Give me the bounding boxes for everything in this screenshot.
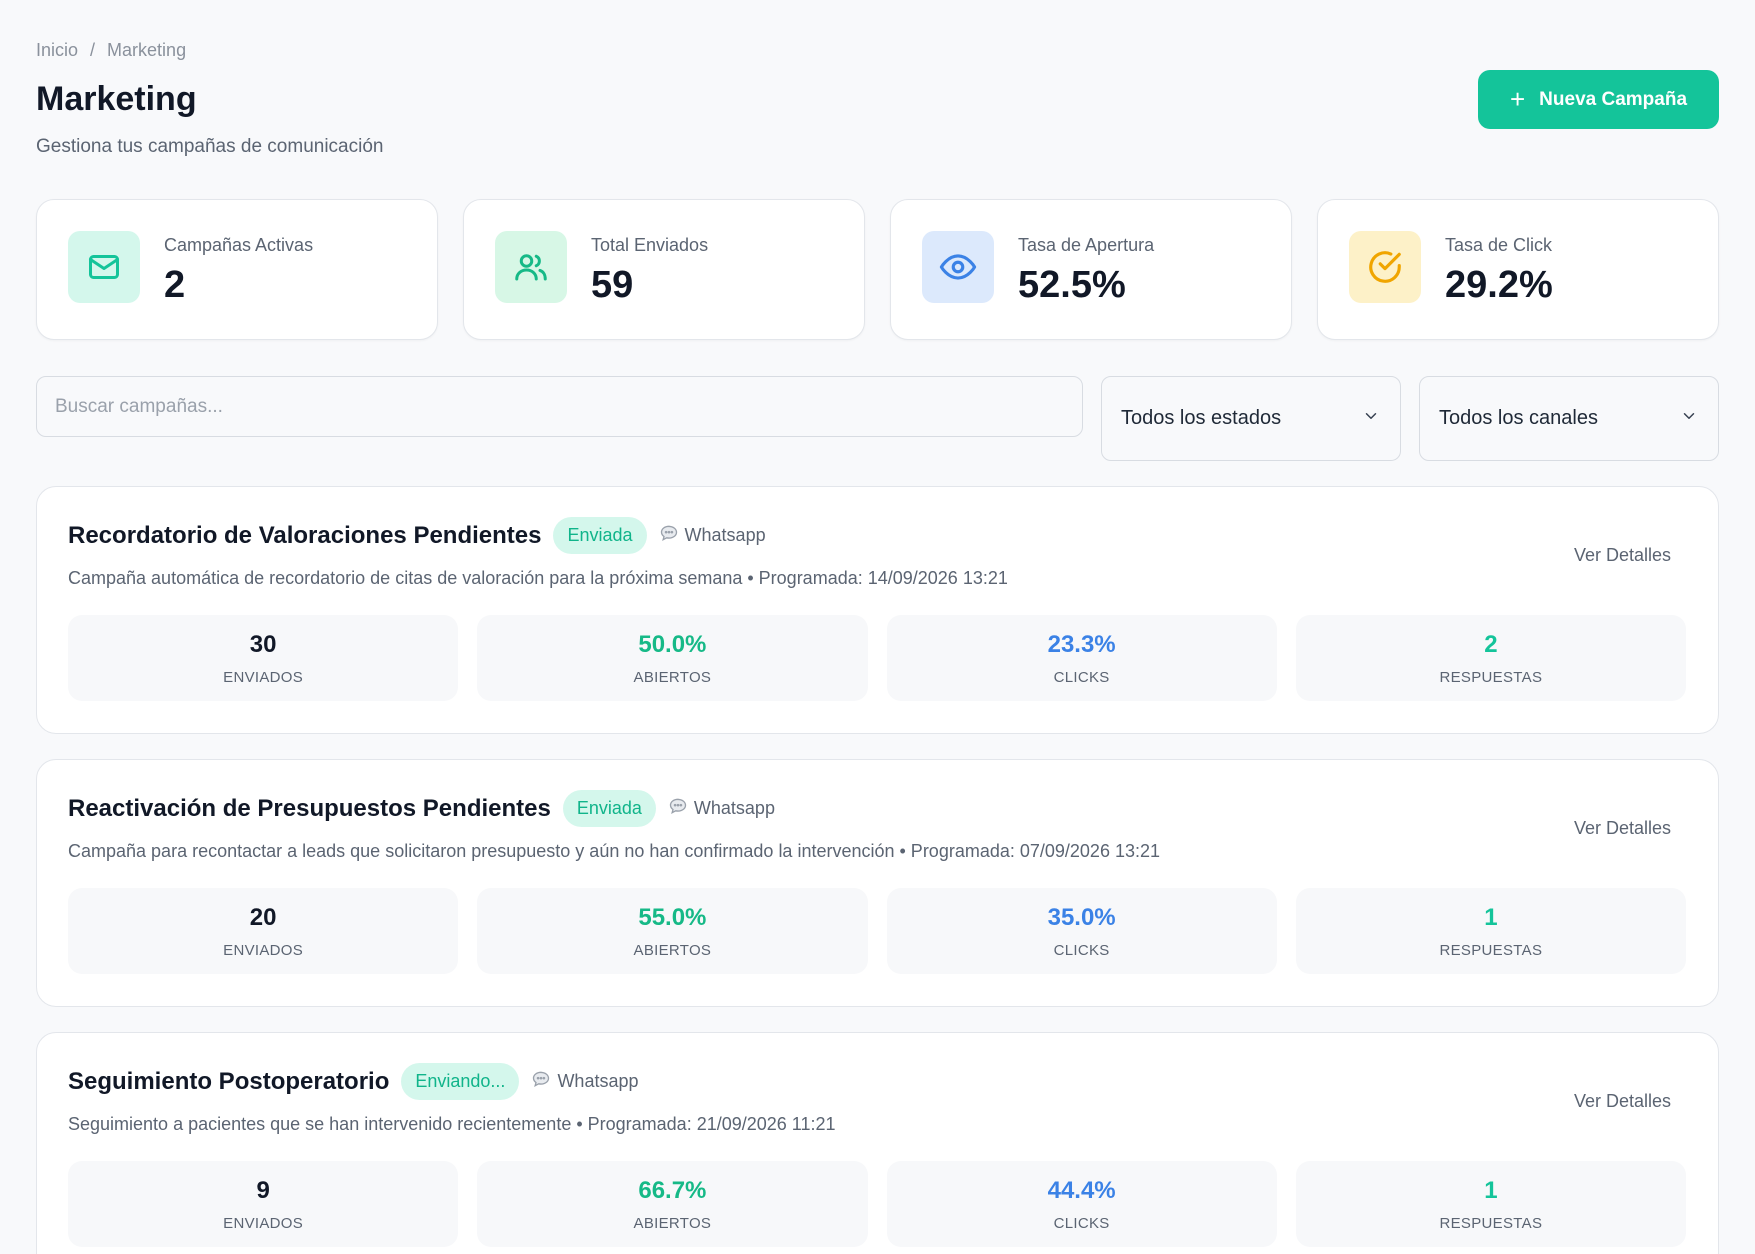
users-icon — [495, 231, 567, 303]
metric-value: 23.3% — [1047, 630, 1116, 658]
breadcrumb-current: Marketing — [107, 40, 187, 60]
campaign-title: Reactivación de Presupuestos Pendientes — [68, 794, 551, 822]
search-input[interactable] — [36, 376, 1083, 437]
new-campaign-label: Nueva Campaña — [1539, 88, 1688, 110]
campaign-description: Campaña automática de recordatorio de ci… — [68, 568, 1008, 588]
stat-value: 59 — [591, 264, 634, 306]
view-details-button[interactable]: Ver Detalles — [1573, 545, 1671, 565]
status-badge: Enviada — [553, 517, 647, 554]
stat-card-total-sent: Total Enviados 59 — [463, 199, 865, 340]
metric-opened: 50.0% ABIERTOS — [477, 615, 868, 701]
metric-label: RESPUESTAS — [1439, 668, 1543, 686]
eye-icon — [922, 231, 994, 303]
metric-value: 1 — [1484, 1176, 1498, 1204]
campaign-metrics: 20 ENVIADOS 55.0% ABIERTOS 35.0% CLICKS 1 RE… — [68, 888, 1686, 974]
metric-sent: 9 ENVIADOS — [68, 1161, 459, 1247]
campaign-card: Reactivación de Presupuestos Pendientes … — [36, 759, 1719, 1007]
check-circle-icon — [1349, 231, 1421, 303]
metric-replies: 1 RESPUESTAS — [1295, 888, 1686, 974]
campaign-description: Campaña para recontactar a leads que sol… — [68, 841, 1160, 861]
stat-label: Campañas Activas — [164, 235, 314, 255]
metric-opened: 66.7% ABIERTOS — [477, 1161, 868, 1247]
campaign-header: Reactivación de Presupuestos Pendientes … — [68, 790, 775, 827]
stat-value: 29.2% — [1445, 264, 1553, 306]
chevron-down-icon — [1680, 407, 1698, 431]
speech-bubble-icon — [531, 1069, 551, 1094]
channel-label: Whatsapp — [557, 1071, 639, 1091]
campaign-metrics: 9 ENVIADOS 66.7% ABIERTOS 44.4% CLICKS 1 RES… — [68, 1161, 1686, 1247]
metric-value: 50.0% — [638, 630, 707, 658]
page-subtitle: Gestiona tus campañas de comunicación — [36, 136, 384, 157]
page-title: Marketing — [36, 80, 197, 118]
channel-tag: Whatsapp — [668, 796, 775, 821]
campaign-title: Recordatorio de Valoraciones Pendientes — [68, 521, 542, 549]
metric-replies: 2 RESPUESTAS — [1295, 615, 1686, 701]
new-campaign-button[interactable]: + Nueva Campaña — [1478, 70, 1719, 129]
metric-clicks: 23.3% CLICKS — [886, 615, 1277, 701]
metric-label: CLICKS — [1053, 668, 1110, 686]
stat-value: 52.5% — [1018, 264, 1126, 306]
metric-sent: 30 ENVIADOS — [68, 615, 459, 701]
campaign-header: Recordatorio de Valoraciones Pendientes … — [68, 517, 766, 554]
metric-label: RESPUESTAS — [1439, 1214, 1543, 1232]
metric-value: 66.7% — [638, 1176, 707, 1204]
channel-tag: Whatsapp — [531, 1069, 638, 1094]
stat-label: Total Enviados — [591, 235, 709, 255]
stat-card-click-rate: Tasa de Click 29.2% — [1317, 199, 1719, 340]
channel-label: Whatsapp — [684, 525, 766, 545]
metric-label: RESPUESTAS — [1439, 941, 1543, 959]
channel-tag: Whatsapp — [659, 523, 766, 548]
stat-card-active-campaigns: Campañas Activas 2 — [36, 199, 438, 340]
status-badge: Enviando... — [401, 1063, 520, 1100]
metric-value: 1 — [1484, 903, 1498, 931]
campaign-card: Recordatorio de Valoraciones Pendientes … — [36, 486, 1719, 734]
stat-label: Tasa de Click — [1445, 235, 1553, 255]
metric-label: CLICKS — [1053, 1214, 1110, 1232]
chevron-down-icon — [1362, 407, 1380, 431]
campaign-description: Seguimiento a pacientes que se han inter… — [68, 1114, 836, 1134]
breadcrumb: Inicio / Marketing — [36, 40, 186, 61]
stat-label: Tasa de Apertura — [1018, 235, 1155, 255]
breadcrumb-separator: / — [90, 40, 96, 60]
metric-label: ENVIADOS — [223, 941, 304, 959]
metric-label: ENVIADOS — [223, 668, 304, 686]
view-details-button[interactable]: Ver Detalles — [1573, 1091, 1671, 1111]
metric-replies: 1 RESPUESTAS — [1295, 1161, 1686, 1247]
campaign-title: Seguimiento Postoperatorio — [68, 1067, 390, 1095]
metric-label: ABIERTOS — [633, 941, 712, 959]
metric-value: 35.0% — [1047, 903, 1116, 931]
metric-value: 44.4% — [1047, 1176, 1116, 1204]
view-details-button[interactable]: Ver Detalles — [1573, 818, 1671, 838]
speech-bubble-icon — [668, 796, 688, 821]
status-filter-value: Todos los estados — [1121, 407, 1282, 429]
channel-label: Whatsapp — [693, 798, 775, 818]
metric-value: 20 — [249, 903, 277, 931]
metric-opened: 55.0% ABIERTOS — [477, 888, 868, 974]
metric-value: 9 — [256, 1176, 270, 1204]
status-filter-select[interactable]: Todos los estados — [1101, 376, 1401, 461]
speech-bubble-icon — [659, 523, 679, 548]
stat-card-open-rate: Tasa de Apertura 52.5% — [890, 199, 1292, 340]
metric-clicks: 44.4% CLICKS — [886, 1161, 1277, 1247]
campaign-header: Seguimiento Postoperatorio Enviando... W… — [68, 1063, 638, 1100]
metric-value: 30 — [249, 630, 277, 658]
metric-label: CLICKS — [1053, 941, 1110, 959]
mail-icon — [68, 231, 140, 303]
channel-filter-value: Todos los canales — [1439, 407, 1598, 429]
campaign-metrics: 30 ENVIADOS 50.0% ABIERTOS 23.3% CLICKS 2 RE… — [68, 615, 1686, 701]
channel-filter-select[interactable]: Todos los canales — [1419, 376, 1719, 461]
metric-sent: 20 ENVIADOS — [68, 888, 459, 974]
plus-icon: + — [1509, 83, 1526, 114]
metric-label: ABIERTOS — [633, 668, 712, 686]
campaign-card: Seguimiento Postoperatorio Enviando... W… — [36, 1032, 1719, 1254]
stat-value: 2 — [164, 264, 186, 306]
metric-value: 2 — [1484, 630, 1498, 658]
stats-row: Campañas Activas 2 Total Enviados 59 Tas… — [36, 199, 1719, 340]
metric-label: ABIERTOS — [633, 1214, 712, 1232]
breadcrumb-home[interactable]: Inicio — [36, 40, 79, 60]
metric-clicks: 35.0% CLICKS — [886, 888, 1277, 974]
metric-label: ENVIADOS — [223, 1214, 304, 1232]
status-badge: Enviada — [562, 790, 656, 827]
metric-value: 55.0% — [638, 903, 707, 931]
